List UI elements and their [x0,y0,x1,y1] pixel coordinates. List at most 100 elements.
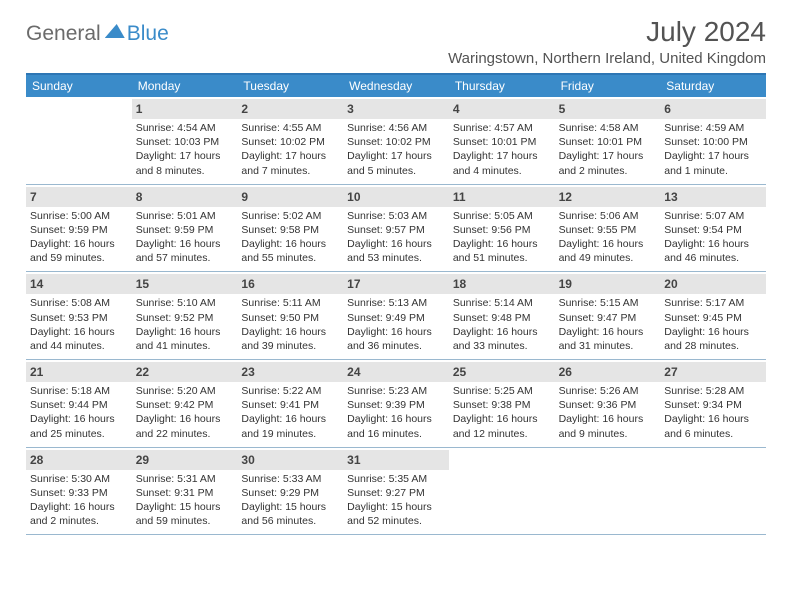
calendar-cell: 21Sunrise: 5:18 AMSunset: 9:44 PMDayligh… [26,360,132,448]
sunrise-text: Sunrise: 5:25 AM [453,384,551,398]
calendar-cell: 16Sunrise: 5:11 AMSunset: 9:50 PMDayligh… [237,272,343,360]
day-number: 9 [241,190,248,204]
day-number-row: 12 [555,187,661,207]
calendar-cell: 6Sunrise: 4:59 AMSunset: 10:00 PMDayligh… [660,97,766,185]
day-info: Sunrise: 4:56 AMSunset: 10:02 PMDaylight… [347,121,445,178]
daylight-text: Daylight: 17 hours and 7 minutes. [241,149,339,177]
sunset-text: Sunset: 9:34 PM [664,398,762,412]
daylight-text: Daylight: 15 hours and 56 minutes. [241,500,339,528]
daylight-text: Daylight: 16 hours and 33 minutes. [453,325,551,353]
calendar-cell: 10Sunrise: 5:03 AMSunset: 9:57 PMDayligh… [343,185,449,273]
day-number: 3 [347,102,354,116]
calendar-cell: 5Sunrise: 4:58 AMSunset: 10:01 PMDayligh… [555,97,661,185]
sunset-text: Sunset: 9:45 PM [664,311,762,325]
day-number-row: 30 [237,450,343,470]
daylight-text: Daylight: 15 hours and 59 minutes. [136,500,234,528]
sunset-text: Sunset: 9:42 PM [136,398,234,412]
daylight-text: Daylight: 16 hours and 36 minutes. [347,325,445,353]
daylight-text: Daylight: 16 hours and 51 minutes. [453,237,551,265]
day-number-row: 7 [26,187,132,207]
daylight-text: Daylight: 16 hours and 31 minutes. [559,325,657,353]
daylight-text: Daylight: 16 hours and 28 minutes. [664,325,762,353]
sunset-text: Sunset: 10:01 PM [453,135,551,149]
sunset-text: Sunset: 10:02 PM [241,135,339,149]
sunset-text: Sunset: 10:01 PM [559,135,657,149]
sunrise-text: Sunrise: 5:15 AM [559,296,657,310]
day-number-row: 18 [449,274,555,294]
sunrise-text: Sunrise: 5:14 AM [453,296,551,310]
brand-part2: Blue [127,22,169,46]
calendar-cell: 4Sunrise: 4:57 AMSunset: 10:01 PMDayligh… [449,97,555,185]
day-number: 27 [664,365,677,379]
sunset-text: Sunset: 9:58 PM [241,223,339,237]
sunrise-text: Sunrise: 5:11 AM [241,296,339,310]
day-number: 31 [347,453,360,467]
day-number-row: 3 [343,99,449,119]
daylight-text: Daylight: 15 hours and 52 minutes. [347,500,445,528]
brand-triangle-icon [105,24,125,38]
day-number-row: 15 [132,274,238,294]
calendar-cell: 26Sunrise: 5:26 AMSunset: 9:36 PMDayligh… [555,360,661,448]
day-number-row: 25 [449,362,555,382]
daylight-text: Daylight: 16 hours and 53 minutes. [347,237,445,265]
calendar-cell: 7Sunrise: 5:00 AMSunset: 9:59 PMDaylight… [26,185,132,273]
day-number-row: 29 [132,450,238,470]
day-number-row: 8 [132,187,238,207]
weekday-header: Wednesday [343,75,449,97]
calendar-page: General Blue July 2024 Waringstown, Nort… [0,0,792,545]
sunrise-text: Sunrise: 5:20 AM [136,384,234,398]
day-info: Sunrise: 5:06 AMSunset: 9:55 PMDaylight:… [559,209,657,266]
calendar-cell: 19 Sunrise: 5:15 AMSunset: 9:47 PMDayligh… [555,272,661,360]
calendar-cell: 31 Sunrise: 5:35 AMSunset: 9:27 PMDayligh… [343,448,449,536]
day-info: Sunrise: 5:08 AMSunset: 9:53 PMDaylight:… [30,296,128,353]
daylight-text: Daylight: 16 hours and 44 minutes. [30,325,128,353]
day-number: 14 [30,277,43,291]
sunset-text: Sunset: 9:54 PM [664,223,762,237]
day-number: 29 [136,453,149,467]
sunset-text: Sunset: 9:52 PM [136,311,234,325]
weekday-header: Thursday [449,75,555,97]
weekday-header: Monday [132,75,238,97]
day-number-row: 23 [237,362,343,382]
sunrise-text: Sunrise: 5:03 AM [347,209,445,223]
daylight-text: Daylight: 16 hours and 16 minutes. [347,412,445,440]
sunset-text: Sunset: 9:27 PM [347,486,445,500]
daylight-text: Daylight: 16 hours and 46 minutes. [664,237,762,265]
daylight-text: Daylight: 16 hours and 6 minutes. [664,412,762,440]
sunset-text: Sunset: 9:41 PM [241,398,339,412]
day-info: Sunrise: 5:03 AMSunset: 9:57 PMDaylight:… [347,209,445,266]
day-number: 30 [241,453,254,467]
calendar-cell: 17Sunrise: 5:13 AMSunset: 9:49 PMDayligh… [343,272,449,360]
calendar-cell: 1Sunrise: 4:54 AMSunset: 10:03 PMDayligh… [132,97,238,185]
sunset-text: Sunset: 10:00 PM [664,135,762,149]
day-info: Sunrise: 5:17 AMSunset: 9:45 PMDaylight:… [664,296,762,353]
day-number-row: 16 [237,274,343,294]
day-info: Sunrise: 5:15 AMSunset: 9:47 PMDaylight:… [559,296,657,353]
day-number: 5 [559,102,566,116]
day-number-row: 31 [343,450,449,470]
calendar-grid: Sunday Monday Tuesday Wednesday Thursday… [26,73,766,535]
sunset-text: Sunset: 9:59 PM [30,223,128,237]
sunset-text: Sunset: 9:29 PM [241,486,339,500]
calendar-cell [449,448,555,536]
day-number-row: 24 [343,362,449,382]
daylight-text: Daylight: 16 hours and 9 minutes. [559,412,657,440]
day-number: 24 [347,365,360,379]
sunset-text: Sunset: 9:53 PM [30,311,128,325]
day-number: 7 [30,190,37,204]
sunrise-text: Sunrise: 5:22 AM [241,384,339,398]
day-info: Sunrise: 5:35 AMSunset: 9:27 PMDaylight:… [347,472,445,529]
day-info: Sunrise: 5:20 AMSunset: 9:42 PMDaylight:… [136,384,234,441]
calendar-cell: 22Sunrise: 5:20 AMSunset: 9:42 PMDayligh… [132,360,238,448]
daylight-text: Daylight: 16 hours and 22 minutes. [136,412,234,440]
sunset-text: Sunset: 9:48 PM [453,311,551,325]
page-header: General Blue July 2024 Waringstown, Nort… [26,16,766,67]
sunrise-text: Sunrise: 5:07 AM [664,209,762,223]
sunset-text: Sunset: 9:59 PM [136,223,234,237]
sunset-text: Sunset: 10:02 PM [347,135,445,149]
sunset-text: Sunset: 9:33 PM [30,486,128,500]
day-number: 19 [559,277,572,291]
day-number: 21 [30,365,43,379]
calendar-cell: 18 Sunrise: 5:14 AMSunset: 9:48 PMDayligh… [449,272,555,360]
daylight-text: Daylight: 17 hours and 4 minutes. [453,149,551,177]
